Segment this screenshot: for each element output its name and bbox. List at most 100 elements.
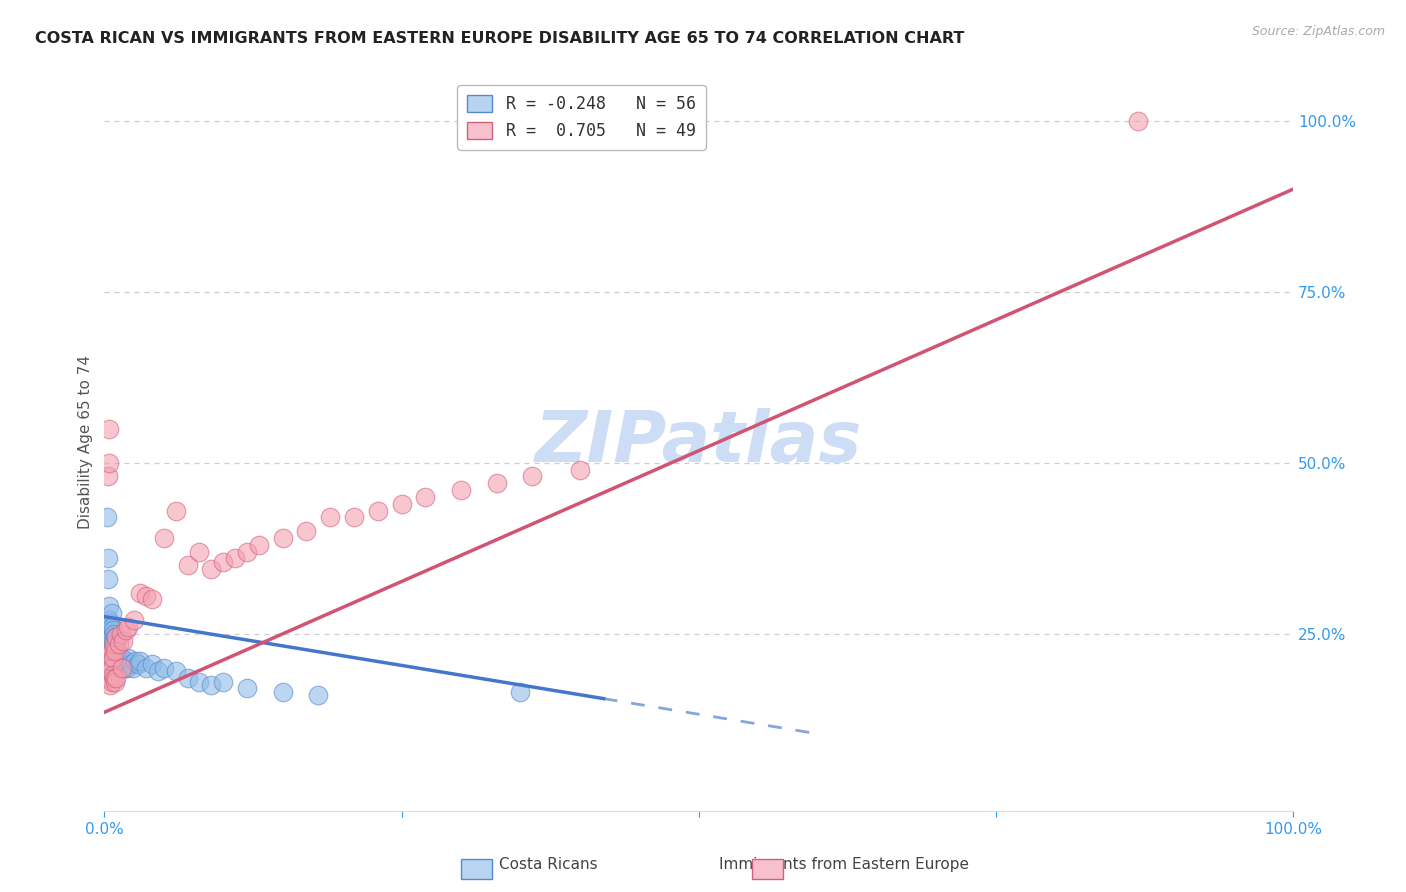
Point: [105, 647, 128, 661]
Point: [98, 624, 121, 638]
Point: [98, 613, 121, 627]
Legend: R = -0.248   N = 56, R =  0.705   N = 49: R = -0.248 N = 56, R = 0.705 N = 49: [457, 85, 706, 150]
Point: [485, 476, 508, 491]
Point: [105, 630, 128, 644]
Point: [100, 620, 122, 634]
Point: [97, 633, 120, 648]
Point: [122, 613, 145, 627]
Point: [129, 585, 152, 599]
Point: [97, 551, 120, 566]
Point: [104, 644, 127, 658]
Point: [307, 688, 329, 702]
Point: [200, 562, 222, 576]
Point: [120, 657, 142, 672]
Point: [117, 620, 139, 634]
Point: [98, 678, 121, 692]
Point: [112, 633, 135, 648]
Point: [141, 657, 163, 672]
Point: [141, 592, 163, 607]
Point: [114, 654, 136, 668]
Point: [100, 606, 122, 620]
Point: [212, 555, 235, 569]
Point: [127, 657, 149, 672]
Point: [98, 616, 121, 631]
Text: COSTA RICAN VS IMMIGRANTS FROM EASTERN EUROPE DISABILITY AGE 65 TO 74 CORRELATIO: COSTA RICAN VS IMMIGRANTS FROM EASTERN E…: [35, 31, 965, 46]
Point: [100, 644, 122, 658]
Point: [1128, 113, 1150, 128]
Point: [522, 469, 544, 483]
Point: [96, 510, 118, 524]
Point: [319, 510, 342, 524]
Text: ZIPatlas: ZIPatlas: [536, 408, 862, 476]
Point: [111, 661, 134, 675]
Point: [391, 497, 413, 511]
Point: [188, 674, 211, 689]
Point: [98, 599, 121, 614]
Point: [101, 644, 124, 658]
Point: [103, 640, 125, 655]
Point: [98, 654, 121, 668]
Point: [110, 654, 132, 668]
Point: [108, 650, 131, 665]
Point: [135, 661, 157, 675]
Point: [450, 483, 472, 497]
Point: [97, 469, 120, 483]
Point: [110, 626, 132, 640]
Point: [104, 674, 127, 689]
Point: [111, 650, 134, 665]
Point: [107, 647, 129, 661]
Point: [100, 644, 122, 658]
Point: [122, 661, 145, 675]
Point: [146, 665, 169, 679]
Point: [101, 667, 124, 681]
Point: [103, 626, 125, 640]
Text: Source: ZipAtlas.com: Source: ZipAtlas.com: [1251, 25, 1385, 38]
Point: [101, 650, 124, 665]
Point: [200, 678, 222, 692]
Point: [101, 624, 124, 638]
Point: [129, 654, 152, 668]
Point: [114, 624, 136, 638]
Point: [413, 490, 436, 504]
Point: [103, 671, 125, 685]
Point: [236, 681, 259, 696]
Point: [135, 589, 157, 603]
Point: [112, 657, 135, 672]
Point: [98, 650, 121, 665]
Point: [271, 685, 294, 699]
Point: [98, 671, 121, 685]
Point: [343, 510, 366, 524]
Point: [105, 671, 128, 685]
Point: [509, 685, 531, 699]
Point: [105, 637, 128, 651]
Point: [101, 654, 124, 668]
Point: [101, 633, 124, 648]
Point: [188, 544, 211, 558]
Point: [98, 647, 121, 661]
Point: [97, 572, 120, 586]
Point: [153, 661, 176, 675]
Text: Immigrants from Eastern Europe: Immigrants from Eastern Europe: [718, 857, 969, 872]
Point: [212, 674, 235, 689]
Point: [107, 644, 129, 658]
Point: [165, 503, 187, 517]
Point: [153, 531, 176, 545]
Point: [568, 462, 591, 476]
Point: [98, 421, 121, 435]
Point: [100, 661, 122, 675]
Point: [98, 640, 121, 655]
Point: [100, 630, 122, 644]
Y-axis label: Disability Age 65 to 74: Disability Age 65 to 74: [79, 355, 93, 529]
Point: [98, 630, 121, 644]
Point: [236, 544, 259, 558]
Point: [247, 538, 270, 552]
Point: [104, 630, 127, 644]
Point: [115, 661, 138, 675]
Point: [103, 637, 125, 651]
Point: [100, 674, 122, 689]
Point: [295, 524, 318, 538]
Point: [117, 650, 139, 665]
Point: [176, 558, 198, 573]
Point: [114, 661, 136, 675]
Point: [103, 650, 125, 665]
